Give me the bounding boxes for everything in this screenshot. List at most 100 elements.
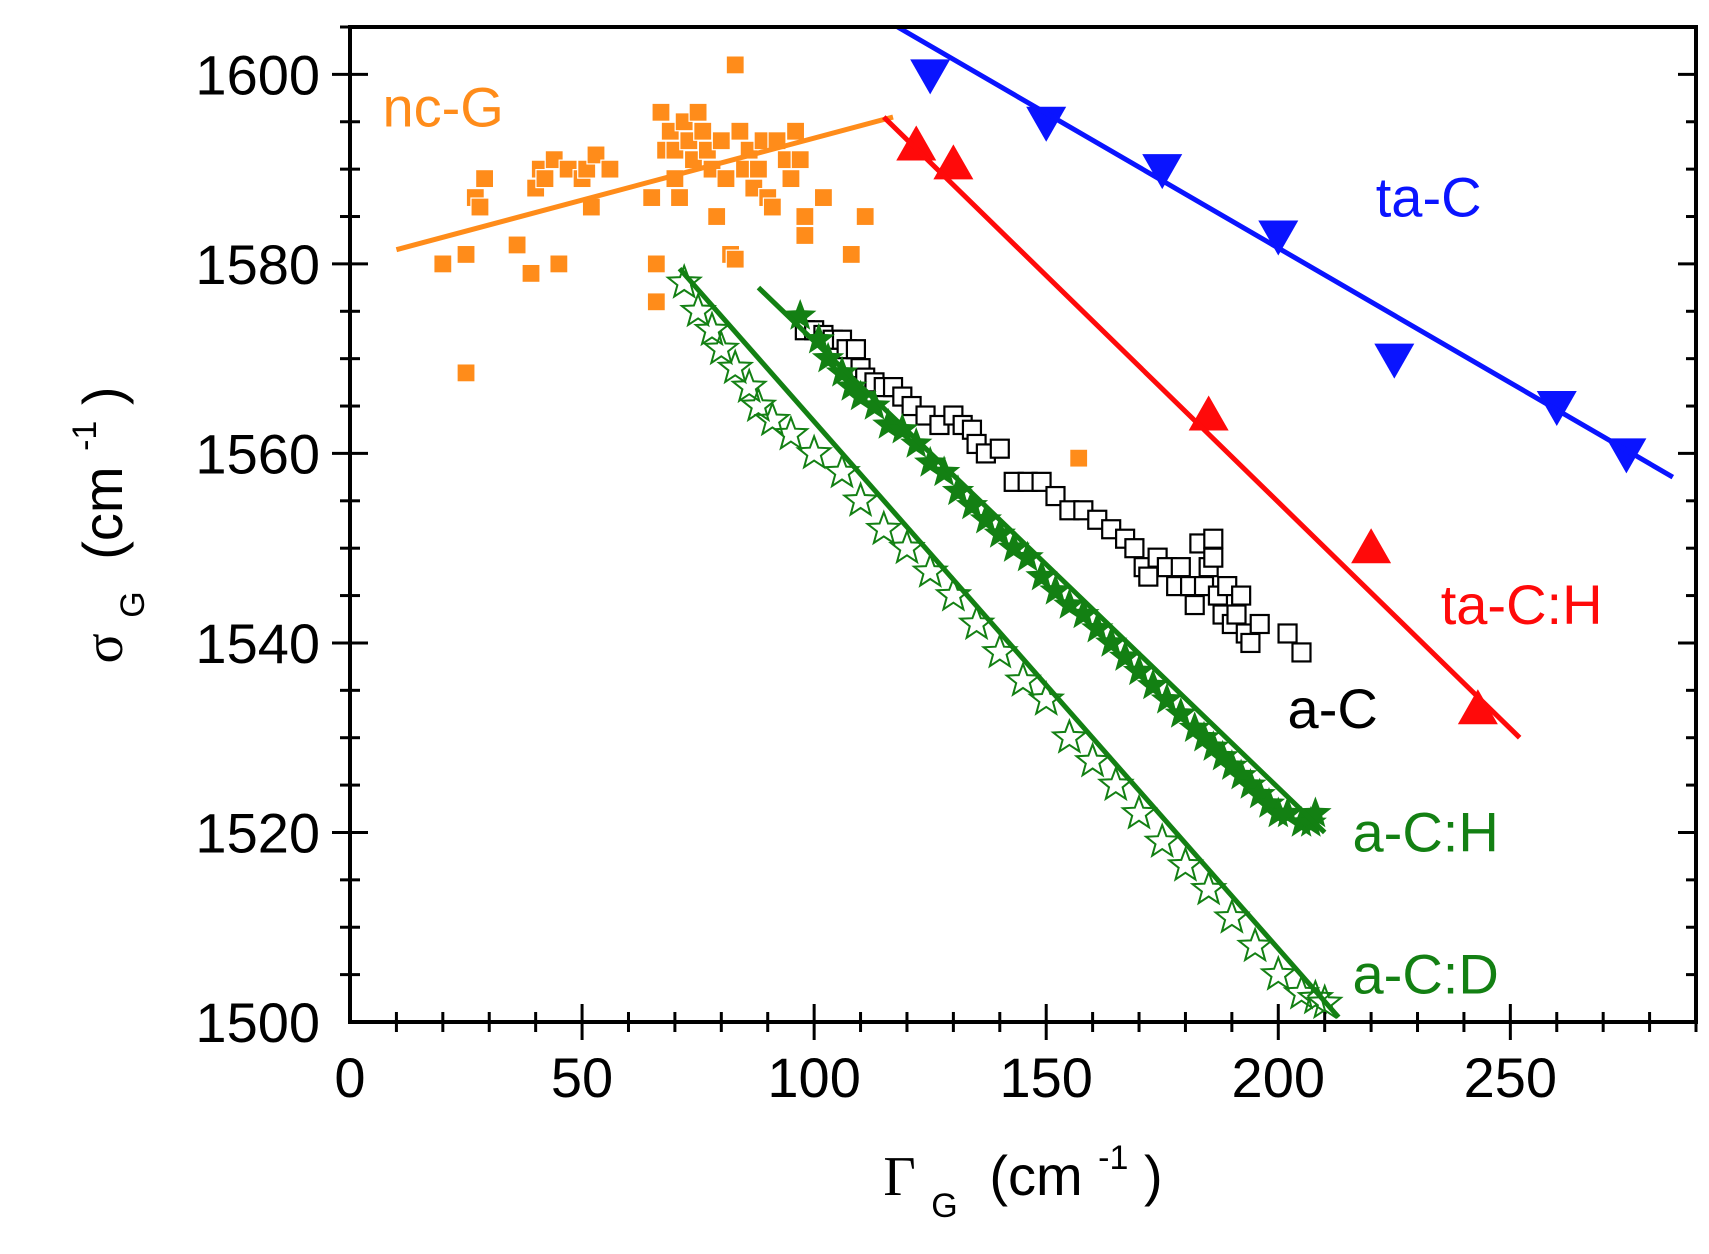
a-c-h-point-29 <box>1178 711 1211 742</box>
a-c-h-point-42 <box>1299 796 1332 828</box>
a-c-h-point-27 <box>1150 682 1184 714</box>
nc-g-fit-line <box>395 114 894 253</box>
a-c-point-44 <box>1203 528 1224 549</box>
ta-c-point-3 <box>1258 220 1299 256</box>
x-tick-label-0: 0 <box>334 1046 365 1109</box>
a-c-point-43 <box>1203 547 1224 568</box>
a-c-h-point-15 <box>983 517 1016 548</box>
ta-c-h-point-4 <box>1457 689 1498 725</box>
a-c-d-point-12 <box>864 509 903 546</box>
y-tick-label-1600: 1600 <box>195 43 320 106</box>
y-tick-label-1560: 1560 <box>195 422 320 485</box>
a-c-point-50 <box>1231 585 1252 606</box>
a-c-h-point-13 <box>955 488 989 520</box>
a-c-h-point-11 <box>927 455 961 487</box>
ta-c-fit-line <box>896 24 1675 480</box>
nc-g-point-37 <box>716 169 736 189</box>
nc-g-point-31 <box>688 102 708 122</box>
series-label-a-c-d: a-C:D <box>1353 943 1499 1006</box>
ta-c-h-point-1 <box>933 144 974 180</box>
x-tick-label-50: 50 <box>551 1046 613 1109</box>
nc-g-point-7 <box>521 263 541 283</box>
nc-g-point-20 <box>646 254 666 274</box>
ta-c-h-point-3 <box>1351 528 1392 564</box>
a-c-point-31 <box>1124 538 1145 559</box>
a-c-h-point-19 <box>1039 573 1072 605</box>
a-c-h-point-31 <box>1197 730 1230 761</box>
a-c-h-point-36 <box>1243 777 1276 809</box>
nc-g-point-5 <box>475 169 495 189</box>
nc-g-point-6 <box>507 235 527 255</box>
nc-g-point-53 <box>790 150 810 170</box>
nc-g-point-45 <box>748 159 769 179</box>
nc-g-point-21 <box>646 292 666 312</box>
nc-g-point-48 <box>762 197 782 217</box>
a-c-d-point-21 <box>1073 741 1112 778</box>
ta-c-h-fit-line <box>882 115 1522 740</box>
ta-c-h-point-0 <box>896 125 937 161</box>
y-tick-label-1500: 1500 <box>195 991 320 1054</box>
series-layer <box>395 24 1675 1020</box>
a-c-d-point-6 <box>739 386 778 423</box>
a-c-h-point-7 <box>872 408 905 439</box>
nc-g-point-52 <box>785 121 806 141</box>
nc-g-point-54 <box>795 206 815 227</box>
a-c-d-point-2 <box>693 310 731 347</box>
a-c-point-33 <box>1138 566 1159 587</box>
a-c-point-21 <box>989 438 1010 459</box>
a-c-h-point-20 <box>1053 588 1086 619</box>
a-c-d-point-9 <box>795 433 834 470</box>
x-tick-label-250: 250 <box>1464 1046 1557 1109</box>
ta-c-point-4 <box>1374 343 1415 379</box>
a-c-d-point-20 <box>1050 717 1089 754</box>
a-c-h-point-22 <box>1081 611 1114 643</box>
a-c-h-point-39 <box>1271 796 1304 828</box>
nc-g-point-51 <box>781 169 801 189</box>
series-a-c-d <box>665 263 1344 1020</box>
nc-g-point-35 <box>707 206 727 227</box>
a-c-h-point-21 <box>1067 597 1100 629</box>
a-c-point-39 <box>1184 594 1205 616</box>
a-c-point-6 <box>845 339 867 360</box>
a-c-h-point-0 <box>784 299 817 330</box>
a-c-h-point-25 <box>1122 654 1156 686</box>
series-label-ta-c: ta-C <box>1376 166 1482 229</box>
a-c-d-point-19 <box>1027 679 1066 716</box>
nc-g-point-39 <box>725 249 745 269</box>
a-c-d-point-22 <box>1097 765 1135 802</box>
a-c-h-point-26 <box>1136 668 1170 700</box>
a-c-d-point-30 <box>1282 973 1321 1010</box>
a-c-h-point-5 <box>844 379 877 411</box>
nc-g-point-58 <box>855 206 875 227</box>
a-c-h-point-1 <box>802 322 835 354</box>
a-c-h-point-35 <box>1234 768 1267 799</box>
nc-g-point-32 <box>693 121 713 141</box>
a-c-d-fit-line <box>677 266 1341 1019</box>
a-c-d-point-14 <box>911 552 949 588</box>
series-ta-c-h <box>882 115 1522 740</box>
a-c-h-point-37 <box>1252 787 1286 818</box>
a-c-d-point-29 <box>1259 954 1298 991</box>
a-c-point-55 <box>1291 642 1312 663</box>
a-c-point-53 <box>1249 613 1270 635</box>
a-c-d-point-8 <box>772 414 810 451</box>
a-c-h-point-18 <box>1025 559 1058 591</box>
a-c-d-point-4 <box>716 348 755 385</box>
nc-g-point-1 <box>456 244 476 265</box>
ta-c-point-1 <box>1026 106 1067 142</box>
nc-g-point-0 <box>433 254 453 274</box>
a-c-h-point-6 <box>858 389 891 420</box>
a-c-h-fit-line <box>756 285 1327 835</box>
nc-g-point-2 <box>456 363 476 383</box>
a-c-h-point-12 <box>941 474 975 506</box>
a-c-point-49 <box>1226 604 1247 625</box>
y-axis-title: σ G (cm -1 ) <box>45 386 156 663</box>
a-c-h-point-30 <box>1187 720 1221 752</box>
ta-c-point-0 <box>910 59 951 95</box>
series-label-a-c-h: a-C:H <box>1353 800 1499 863</box>
nc-g-point-56 <box>813 187 834 208</box>
nc-g-point-17 <box>586 145 606 165</box>
a-c-d-point-28 <box>1236 926 1274 963</box>
a-c-d-point-24 <box>1143 822 1182 859</box>
